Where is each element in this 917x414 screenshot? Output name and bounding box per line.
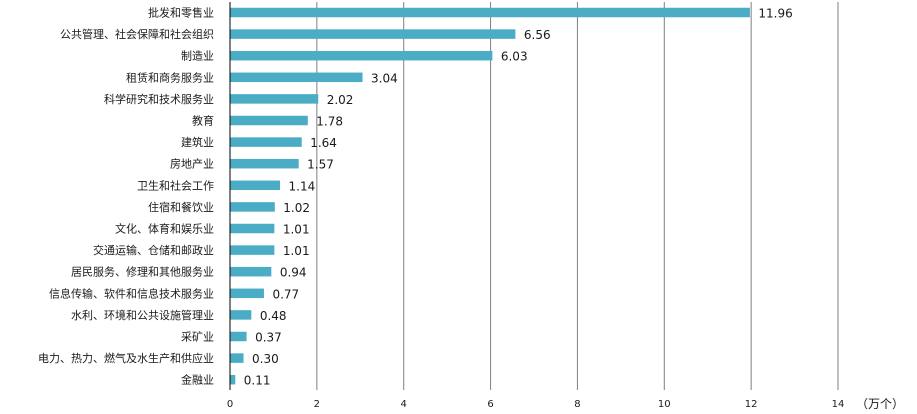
category-label: 信息传输、软件和信息技术服务业 <box>49 286 214 300</box>
category-label: 卫生和社会工作 <box>137 178 214 192</box>
category-label: 教育 <box>192 114 214 128</box>
bar <box>230 374 236 385</box>
category-label: 金融业 <box>181 373 214 387</box>
value-label: 0.11 <box>244 374 271 388</box>
value-label: 11.96 <box>758 7 792 21</box>
bar <box>230 29 516 39</box>
bar <box>230 310 252 320</box>
value-label: 6.56 <box>524 28 551 42</box>
bar <box>230 288 264 299</box>
category-label: 房地产业 <box>170 157 214 171</box>
category-label: 电力、热力、燃气及水生产和供应业 <box>38 351 214 365</box>
x-axis-ticks: 0 2 4 6 8 10 12 14 <box>227 399 845 410</box>
value-label: 1.57 <box>307 158 334 172</box>
bar <box>230 50 493 61</box>
value-label: 3.04 <box>371 71 398 85</box>
category-label: 科学研究和技术服务业 <box>104 92 214 106</box>
category-label: 公共管理、社会保障和社会组织 <box>60 27 214 41</box>
category-label: 采矿业 <box>181 331 214 344</box>
value-label: 0.37 <box>255 331 282 345</box>
value-label: 6.03 <box>501 50 528 64</box>
bar <box>230 137 302 147</box>
value-label: 0.77 <box>272 287 299 301</box>
category-label: 水利、环境和公共设施管理业 <box>71 308 214 322</box>
x-tick-label: 0 <box>227 399 233 410</box>
bar <box>230 72 363 83</box>
value-label: 0.30 <box>252 352 279 366</box>
value-labels: 11.96 6.56 6.03 3.04 2.02 1.78 1.64 1.57 1.14 1.0… <box>244 7 793 388</box>
x-tick-label: 12 <box>745 399 758 410</box>
bar <box>230 158 299 169</box>
category-label: 居民服务、修理和其他服务业 <box>71 265 214 279</box>
category-label: 文化、体育和娱乐业 <box>115 222 214 236</box>
x-tick-label: 2 <box>314 399 320 410</box>
category-label: 交通运输、仓储和邮政业 <box>93 243 214 257</box>
bar <box>230 202 275 212</box>
value-label: 1.01 <box>283 244 310 258</box>
value-label: 1.14 <box>289 179 316 193</box>
x-tick-label: 6 <box>487 399 493 410</box>
category-label: 租赁和商务服务业 <box>126 70 214 84</box>
category-label: 批发和零售业 <box>148 6 214 20</box>
bar <box>230 180 281 191</box>
value-label: 2.02 <box>327 93 354 107</box>
category-label: 住宿和餐饮业 <box>148 200 214 214</box>
gridlines <box>229 2 839 390</box>
bar <box>230 223 275 234</box>
category-label: 建筑业 <box>181 135 214 149</box>
x-tick-label: 4 <box>401 399 407 410</box>
value-label: 1.01 <box>283 223 310 237</box>
bar <box>230 115 308 126</box>
bar <box>230 245 275 255</box>
value-label: 1.78 <box>316 115 343 129</box>
value-label: 1.64 <box>310 136 337 150</box>
x-tick-label: 8 <box>574 399 580 410</box>
value-label: 1.02 <box>283 201 310 215</box>
bars <box>230 7 750 385</box>
bar <box>230 331 247 342</box>
x-tick-label: 14 <box>832 399 845 410</box>
bar <box>230 94 319 104</box>
value-label: 0.48 <box>260 309 287 323</box>
x-axis-unit-label: （万个） <box>856 397 904 411</box>
bar <box>230 7 750 18</box>
value-label: 0.94 <box>280 266 307 280</box>
x-tick-label: 10 <box>658 399 671 410</box>
category-labels: 批发和零售业公共管理、社会保障和社会组织制造业租赁和商务服务业科学研究和技术服务… <box>38 6 214 387</box>
bar <box>230 266 272 277</box>
bar <box>230 353 244 363</box>
category-label: 制造业 <box>181 49 214 63</box>
